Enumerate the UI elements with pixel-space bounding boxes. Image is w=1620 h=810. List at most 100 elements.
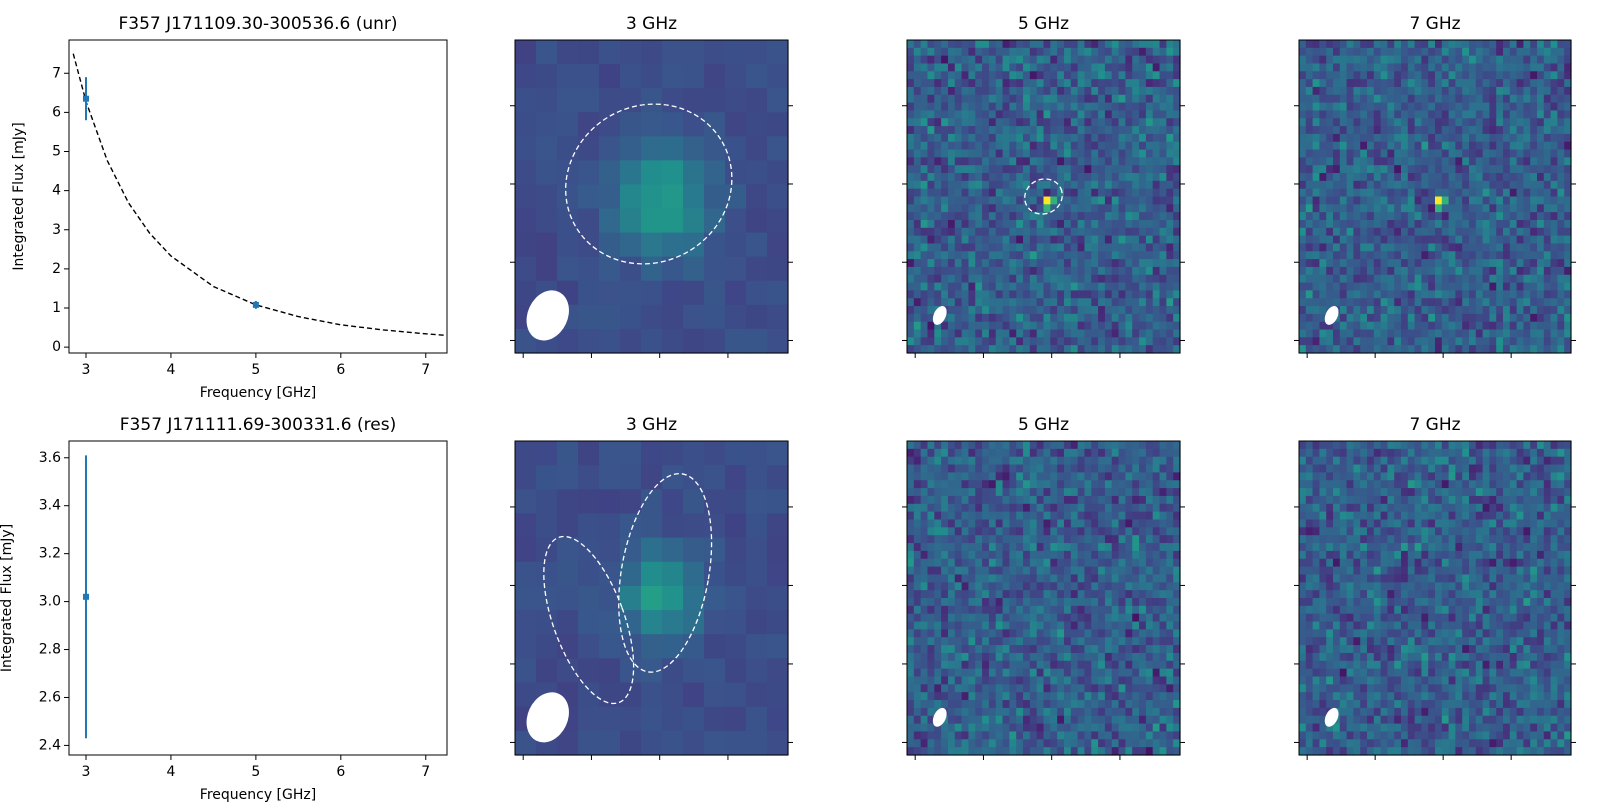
- pixel: [1394, 337, 1402, 346]
- pixel: [954, 40, 963, 49]
- pixel: [1016, 243, 1024, 252]
- pixel: [1380, 63, 1388, 72]
- pixel: [1139, 629, 1147, 638]
- pixel: [1462, 212, 1470, 221]
- pixel: [1118, 63, 1126, 72]
- pixel: [1339, 141, 1348, 151]
- pixel: [641, 208, 663, 234]
- pixel: [1057, 676, 1065, 685]
- pixel: [1482, 321, 1490, 331]
- pixel: [1448, 345, 1456, 354]
- pixel: [1421, 157, 1429, 166]
- pixel: [1367, 71, 1375, 80]
- pixel: [1002, 527, 1010, 536]
- pixel: [1319, 86, 1327, 96]
- pixel: [1016, 668, 1024, 678]
- pixel: [1421, 196, 1429, 205]
- pixel: [988, 71, 997, 80]
- pixel: [1380, 243, 1388, 252]
- pixel: [1455, 235, 1463, 245]
- pixel: [1448, 180, 1456, 190]
- pixel: [1550, 157, 1558, 166]
- pixel: [941, 290, 949, 299]
- pixel: [1421, 118, 1429, 127]
- pixel: [1482, 173, 1490, 182]
- pixel: [1489, 141, 1497, 151]
- pixel: [988, 243, 997, 252]
- pixel: [1166, 71, 1174, 80]
- pixel: [1152, 274, 1161, 284]
- pixel: [907, 535, 915, 544]
- pixel: [927, 47, 935, 57]
- pixel: [1057, 488, 1065, 497]
- pixel: [1435, 165, 1443, 174]
- pixel: [1063, 480, 1072, 489]
- pixel: [907, 519, 915, 528]
- fit-curve: [72, 53, 447, 337]
- pixel: [1145, 71, 1154, 80]
- pixel: [1002, 456, 1010, 466]
- pixel: [1084, 133, 1092, 143]
- pixel: [1084, 313, 1092, 323]
- pixel: [683, 730, 705, 756]
- pixel: [746, 489, 768, 515]
- pixel: [1360, 282, 1368, 291]
- pixel: [683, 561, 705, 587]
- pixel: [1407, 266, 1416, 276]
- pixel: [1057, 47, 1065, 57]
- pixel: [1111, 488, 1120, 497]
- pixel: [1339, 274, 1348, 284]
- pixel: [988, 441, 997, 450]
- pixel: [1407, 126, 1416, 135]
- pixel: [1016, 550, 1024, 560]
- pixel: [1482, 157, 1490, 166]
- pixel: [1029, 566, 1038, 576]
- pixel: [1550, 212, 1558, 221]
- pixel: [975, 188, 983, 198]
- pixel: [913, 519, 922, 528]
- pixel: [907, 141, 915, 151]
- pixel: [1373, 219, 1382, 229]
- pixel: [1346, 227, 1354, 237]
- pixel: [1299, 251, 1307, 260]
- pixel: [1469, 149, 1477, 158]
- pixel: [975, 590, 983, 599]
- pixel: [1132, 503, 1140, 513]
- pixel: [988, 118, 997, 127]
- pixel: [1455, 188, 1463, 198]
- pixel: [1111, 313, 1120, 323]
- pixel: [1159, 282, 1167, 291]
- pixel: [961, 613, 970, 623]
- pixel: [1043, 306, 1051, 315]
- pixel: [927, 488, 935, 497]
- pixel: [683, 585, 705, 611]
- pixel: [1104, 94, 1113, 104]
- pixel: [1173, 605, 1181, 615]
- pixel: [662, 610, 684, 635]
- pixel: [1050, 519, 1058, 528]
- pixel: [1084, 337, 1092, 346]
- pixel: [1509, 141, 1518, 151]
- pixel: [1448, 63, 1456, 72]
- pixel: [1462, 157, 1470, 166]
- pixel: [1394, 274, 1402, 284]
- pixel: [1016, 503, 1024, 513]
- pixel: [961, 47, 970, 57]
- pixel: [1421, 40, 1429, 49]
- pixel: [1387, 306, 1395, 315]
- pixel: [927, 266, 935, 276]
- pixel: [1475, 212, 1484, 221]
- pixel: [1125, 329, 1133, 338]
- pixel: [1435, 227, 1443, 237]
- pixel: [1462, 55, 1470, 65]
- pixel: [683, 328, 705, 354]
- pixel: [1319, 79, 1327, 88]
- pixel: [1312, 71, 1320, 80]
- pixel: [1091, 180, 1099, 190]
- pixel: [515, 280, 537, 306]
- pixel: [1070, 110, 1079, 119]
- pixel: [1132, 63, 1140, 72]
- pixel: [641, 706, 663, 732]
- pixel: [1441, 157, 1450, 166]
- pixel: [1050, 306, 1058, 315]
